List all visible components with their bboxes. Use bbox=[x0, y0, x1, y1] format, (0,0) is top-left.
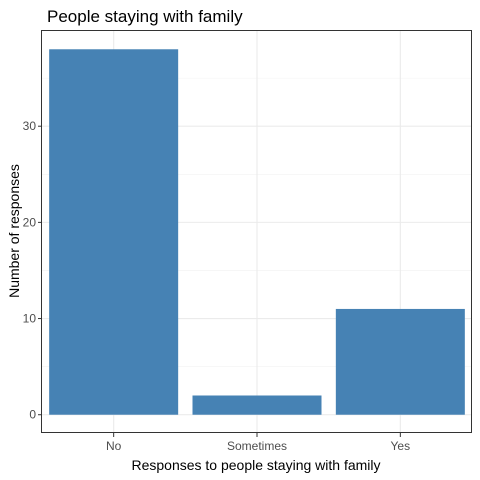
bar-yes bbox=[335, 308, 465, 415]
y-tick-label: 10 bbox=[23, 312, 37, 326]
x-axis: No Sometimes Yes bbox=[106, 433, 410, 453]
y-tick-label: 0 bbox=[29, 408, 36, 422]
x-tick-label: Sometimes bbox=[227, 439, 287, 453]
y-axis: 0 10 20 30 bbox=[23, 119, 42, 422]
x-tick-label: No bbox=[106, 439, 122, 453]
y-tick-label: 20 bbox=[23, 215, 37, 229]
x-tick-label: Yes bbox=[391, 439, 411, 453]
y-tick-label: 30 bbox=[23, 119, 37, 133]
y-axis-title: Number of responses bbox=[6, 164, 22, 298]
chart-title: People staying with family bbox=[47, 7, 243, 26]
x-axis-title: Responses to people staying with family bbox=[131, 457, 380, 473]
bars bbox=[49, 49, 465, 415]
bar-sometimes bbox=[192, 395, 322, 415]
plot-panel-border bbox=[41, 30, 472, 433]
bar-no bbox=[49, 49, 179, 415]
